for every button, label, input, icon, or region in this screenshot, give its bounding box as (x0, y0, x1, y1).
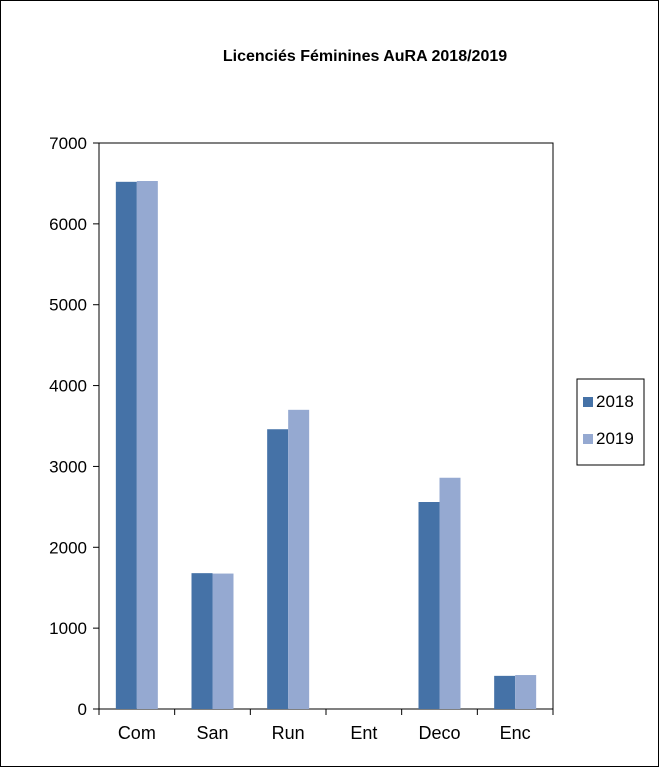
bar-2019-deco (439, 477, 461, 709)
y-tick-label: 6000 (49, 215, 87, 234)
bar-2018-deco (418, 502, 440, 709)
y-tick-label: 1000 (49, 619, 87, 638)
x-tick-label: San (196, 723, 228, 743)
x-tick-label: Enc (500, 723, 531, 743)
bar-2018-run (267, 429, 289, 709)
y-tick-label: 2000 (49, 538, 87, 557)
y-tick-label: 4000 (49, 377, 87, 396)
bar-2019-com (136, 181, 158, 709)
bar-2019-enc (515, 675, 537, 709)
x-tick-label: Ent (350, 723, 377, 743)
y-tick-label: 7000 (49, 134, 87, 153)
x-tick-label: Com (118, 723, 156, 743)
legend-box (576, 378, 645, 466)
chart-title: Licenciés Féminines AuRA 2018/2019 (223, 48, 507, 65)
legend-swatch-2019 (583, 434, 593, 444)
bar-2019-run (288, 409, 310, 709)
bar-2018-san (191, 573, 213, 709)
x-tick-label: Run (272, 723, 305, 743)
bar-2018-com (115, 181, 137, 710)
y-tick-label: 5000 (49, 296, 87, 315)
legend-swatch-2018 (583, 397, 593, 407)
bar-2018-enc (494, 675, 516, 709)
plot-area: 0 1000 2000 3000 4000 5000 6000 7000 Com San Run En… (49, 134, 554, 743)
x-tick-label: Deco (418, 723, 460, 743)
legend-label-2018: 2018 (596, 392, 634, 411)
y-tick-label: 3000 (49, 457, 87, 476)
y-tick-label: 0 (78, 700, 87, 719)
bar-2019-san (212, 573, 234, 709)
legend: 2018 2019 (576, 378, 645, 466)
legend-label-2019: 2019 (596, 429, 634, 448)
